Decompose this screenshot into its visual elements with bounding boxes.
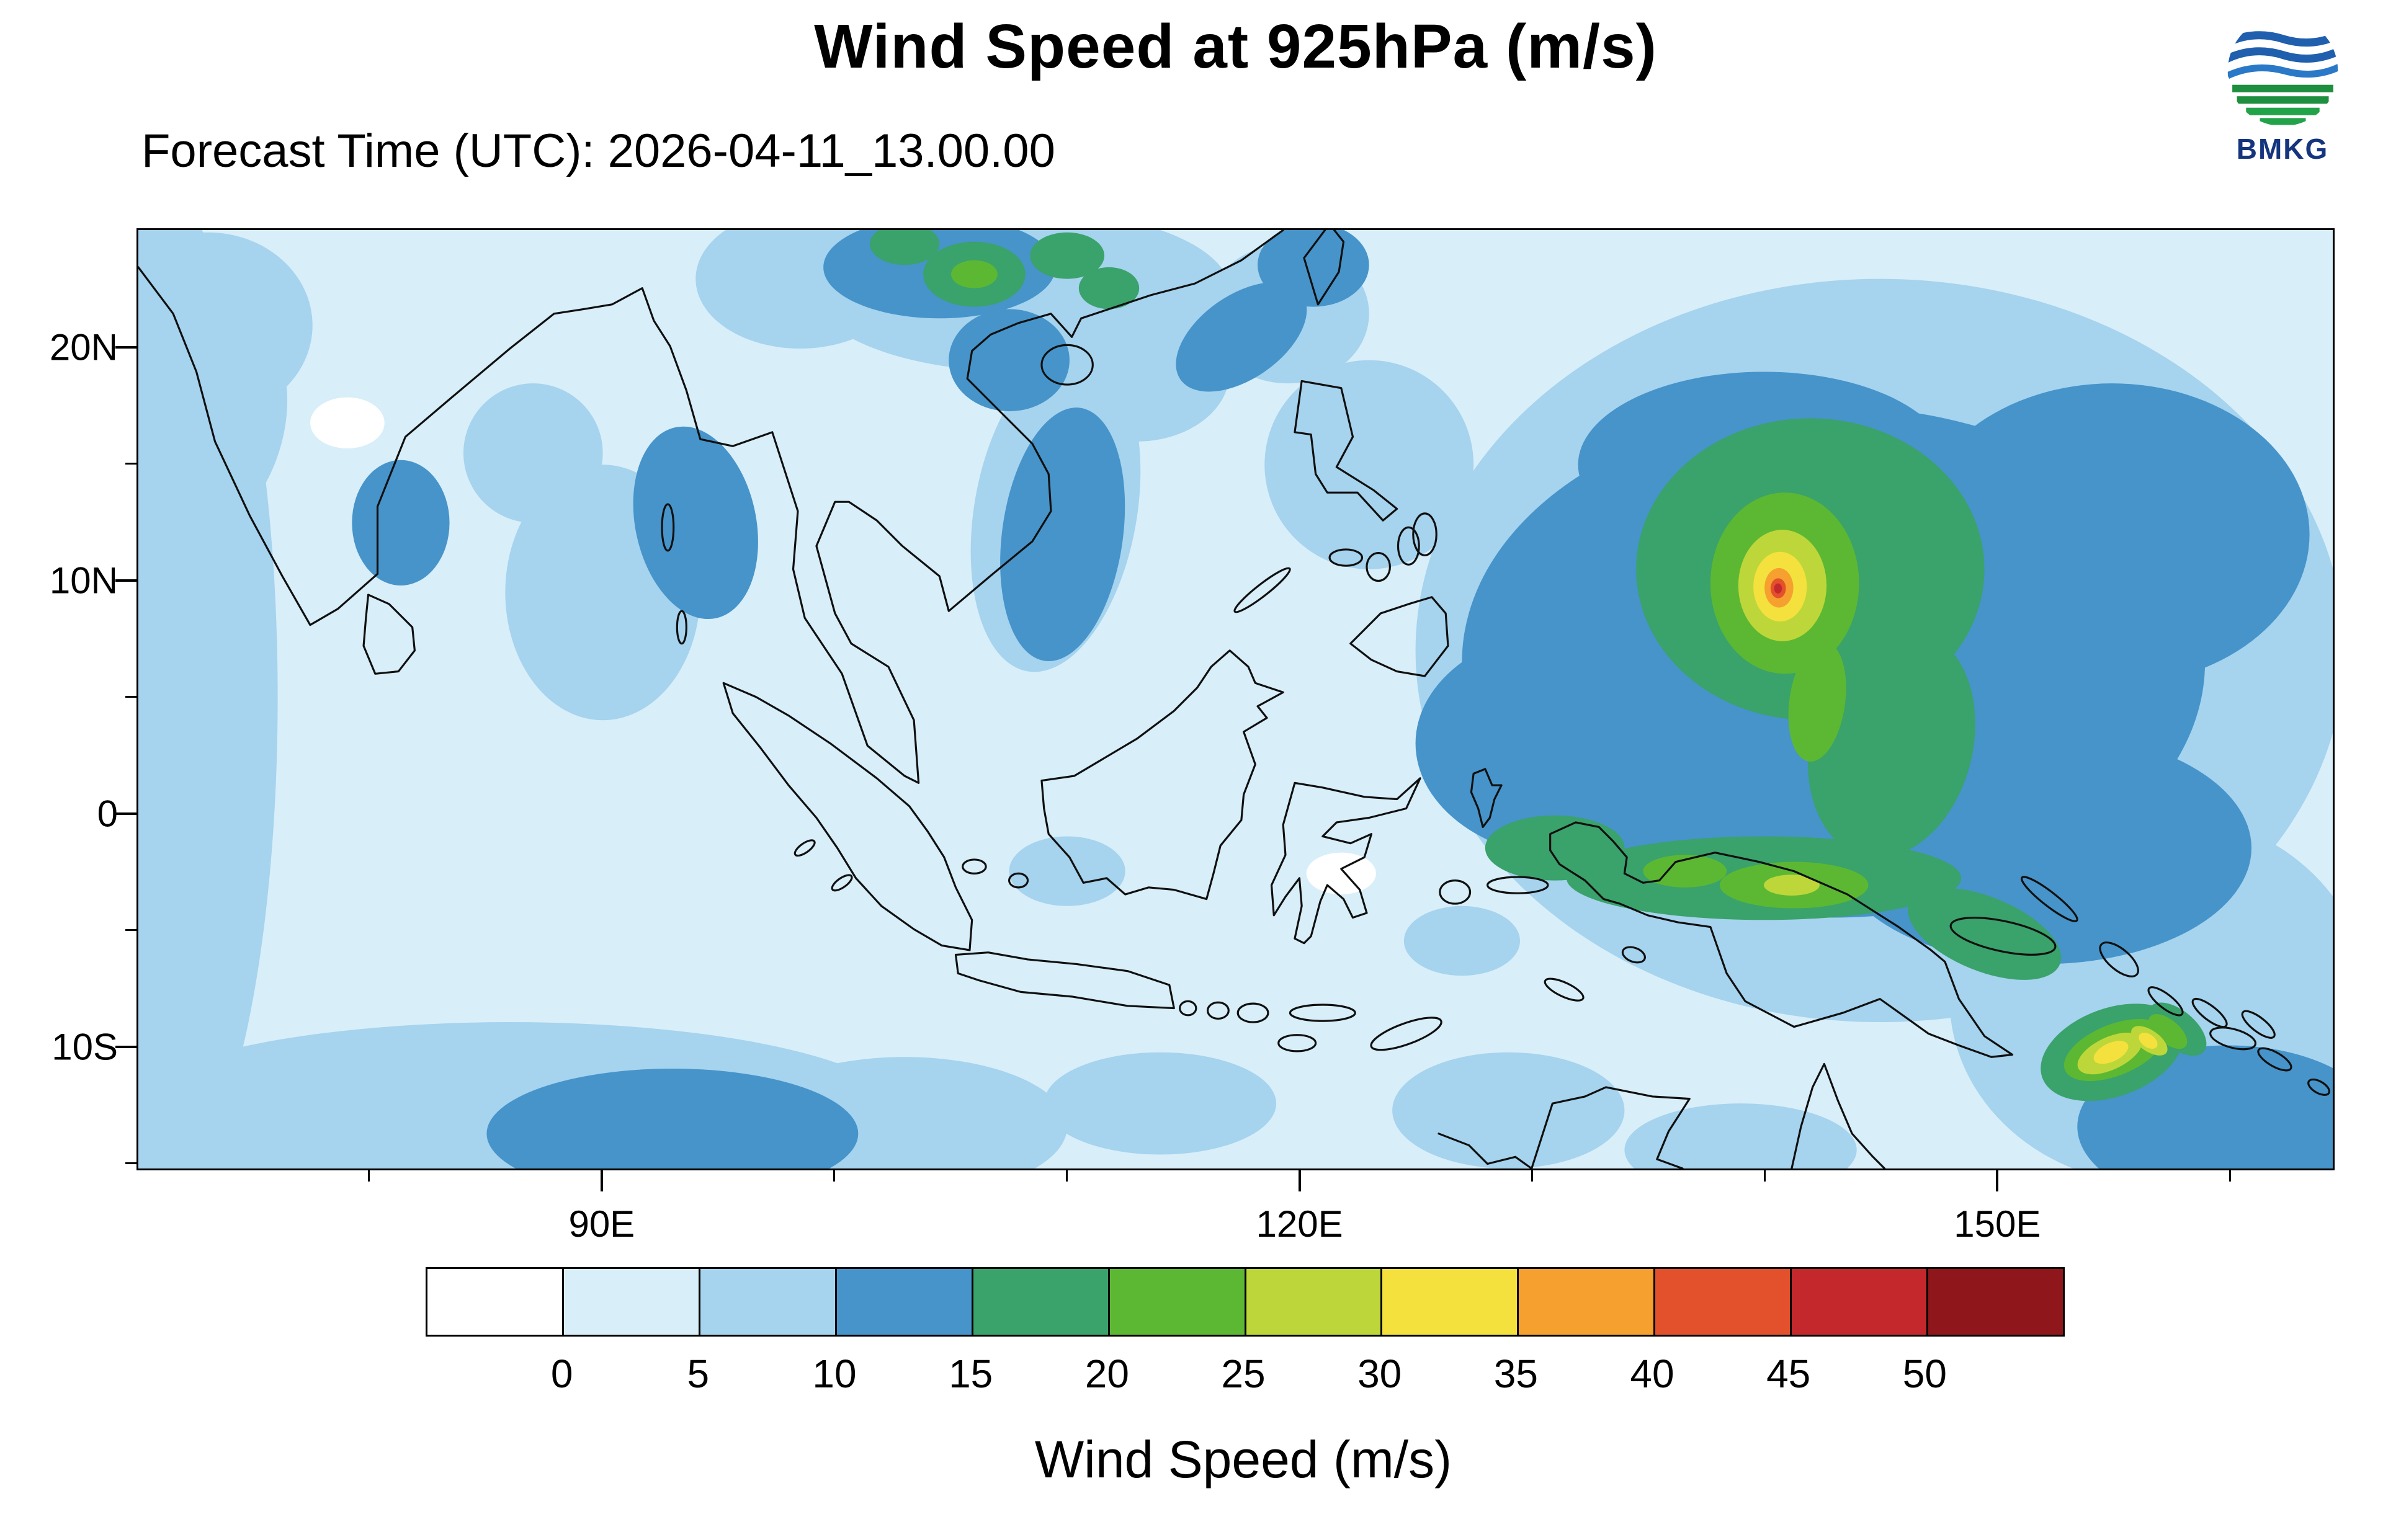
lat-minor-tick [125,1162,136,1165]
lat-major-tick [115,345,136,349]
colorbar-cell [836,1269,973,1335]
wind-speed-map [138,230,2333,1168]
bmkg-logo-text: BMKG [2236,133,2329,165]
colorbar-cell [700,1269,837,1335]
lat-major-tick [115,812,136,815]
colorbar-tick-label: 30 [1357,1351,1402,1396]
lon-minor-tick [2229,1170,2231,1182]
lat-axis-label: 20N [49,326,118,368]
colorbar-tick-label: 15 [949,1351,993,1396]
colorbar-tick-label: 40 [1630,1351,1674,1396]
colorbar-tick-label: 50 [1902,1351,1947,1396]
wind-field [138,230,2333,1168]
bmkg-logo: BMKG [2220,14,2345,166]
lon-axis-label: 90E [568,1203,635,1245]
lat-major-tick [115,579,136,582]
lon-minor-tick [368,1170,370,1182]
lon-major-tick [600,1170,603,1191]
colorbar-tick-label: 0 [550,1351,573,1396]
lon-major-tick [1996,1170,1999,1191]
colorbar-cell [1109,1269,1246,1335]
lat-minor-tick [125,929,136,932]
lon-axis-label: 120E [1256,1203,1343,1245]
colorbar-cell [1382,1269,1519,1335]
lat-minor-tick [125,696,136,698]
lat-axis-label: 0 [97,793,118,835]
colorbar-cell [1928,1269,2063,1335]
lon-major-tick [1298,1170,1301,1191]
page-title: Wind Speed at 925hPa (m/s) [814,12,1657,81]
colorbar-tick-label: 10 [812,1351,857,1396]
colorbar-tick-label: 5 [687,1351,710,1396]
colorbar-tick-label: 45 [1766,1351,1811,1396]
lon-minor-tick [1531,1170,1534,1182]
colorbar-cell [973,1269,1110,1335]
colorbar-cell [427,1269,564,1335]
bmkg-logo-icon [2227,16,2338,127]
lat-axis-label: 10N [49,559,118,602]
colorbar-tick-label: 35 [1493,1351,1538,1396]
lat-minor-tick [125,463,136,465]
colorbar [426,1267,2065,1337]
colorbar-cell [1792,1269,1929,1335]
coastlines [138,230,2331,1168]
lat-axis-label: 10S [51,1026,118,1068]
colorbar-cell [1655,1269,1792,1335]
colorbar-cell [1246,1269,1383,1335]
map-frame [136,228,2335,1170]
colorbar-tick-label: 20 [1084,1351,1129,1396]
lon-minor-tick [1763,1170,1766,1182]
colorbar-tick-label: 25 [1221,1351,1266,1396]
lon-minor-tick [1066,1170,1068,1182]
forecast-time-label: Forecast Time (UTC): 2026-04-11_13.00.00 [141,125,1055,177]
colorbar-label: Wind Speed (m/s) [1034,1430,1452,1489]
colorbar-cell [1519,1269,1656,1335]
lon-axis-label: 150E [1954,1203,2041,1245]
lon-minor-tick [833,1170,836,1182]
colorbar-cell [563,1269,700,1335]
lat-major-tick [115,1045,136,1048]
